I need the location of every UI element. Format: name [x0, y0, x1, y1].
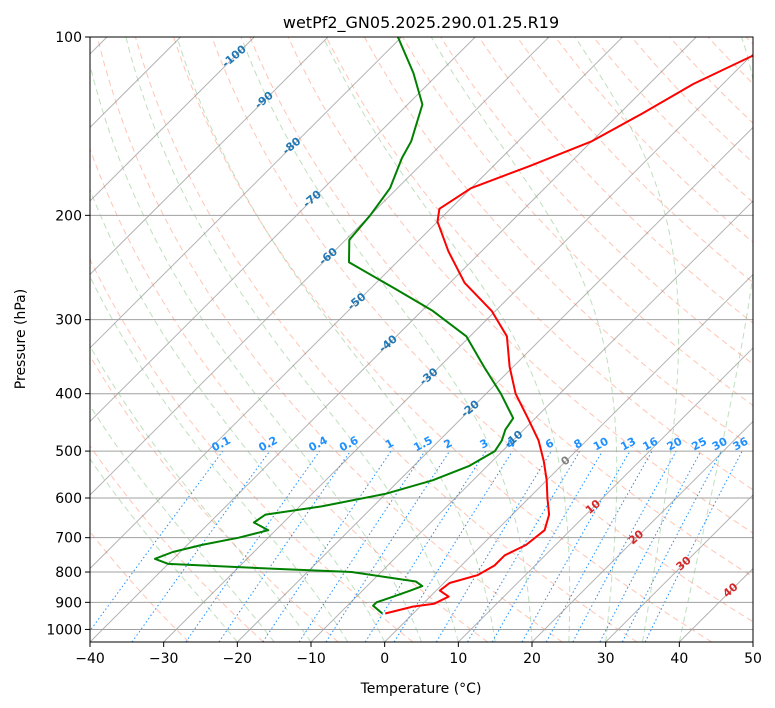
- isotherm-line: [90, 37, 329, 276]
- mixing-ratio-line: [185, 450, 321, 642]
- moist-adiabat-line: [574, 37, 680, 642]
- mixing-ratio-line: [298, 450, 426, 642]
- isotherm-line: [90, 37, 623, 570]
- mixing-ratio-line: [325, 450, 451, 642]
- dry-adiabat-line: [325, 37, 753, 491]
- moist-adiabat-line: [176, 37, 496, 642]
- mixing-ratio-label: 10: [591, 435, 611, 454]
- isotherm-line: [605, 494, 753, 642]
- mixing-ratio-label: 13: [618, 435, 638, 454]
- mixing-ratio-label: 36: [731, 435, 751, 454]
- dry-adiabat-line: [249, 37, 753, 578]
- moist-adiabat-line: [240, 37, 533, 642]
- y-tick-label: 600: [55, 491, 82, 507]
- y-tick-label: 700: [55, 531, 82, 547]
- moist-adiabat-line: [90, 188, 386, 642]
- x-tick-label: 20: [523, 651, 541, 667]
- y-tick-label: 800: [55, 565, 82, 581]
- dry-adiabat-line: [287, 37, 753, 534]
- moist-adiabat-line: [678, 37, 753, 642]
- x-tick-label: 40: [670, 651, 688, 667]
- temperature-profile-line: [384, 54, 753, 615]
- mixing-ratio-line: [262, 450, 392, 642]
- x-axis-label: Temperature (°C): [360, 681, 482, 697]
- mixing-ratio-line: [521, 450, 631, 642]
- y-axis-ticks: 100 200 300 400 500 600 700 800 900 1000: [46, 30, 90, 638]
- isobars: [90, 37, 753, 630]
- mixing-ratio-line: [393, 450, 513, 642]
- isotherm-line: [384, 273, 753, 642]
- mixing-ratio-line: [644, 450, 743, 642]
- mixing-ratio-line: [90, 450, 224, 632]
- isotherm-line: [90, 37, 550, 496]
- x-tick-label: 50: [744, 651, 762, 667]
- x-axis-ticks: −40 −30 −20 −10 0 10 20 30 40 50: [75, 642, 762, 667]
- mixing-ratio-line: [572, 450, 677, 642]
- dry-adiabats: [90, 37, 753, 642]
- x-tick-label: −10: [296, 651, 326, 667]
- dry-adiabat-line: [90, 258, 414, 642]
- isotherm-line: [531, 420, 753, 642]
- x-tick-label: −30: [149, 651, 179, 667]
- sounding-curves: [153, 37, 753, 615]
- dry-adiabat-line: [134, 37, 638, 642]
- isotherm-line: [457, 347, 753, 642]
- x-tick-label: 10: [449, 651, 467, 667]
- isotherm-line: [90, 37, 255, 202]
- mixing-ratio-line: [545, 450, 653, 642]
- moist-adiabat-line: [90, 275, 349, 642]
- y-tick-label: 200: [55, 208, 82, 224]
- moist-adiabat-line: [430, 37, 618, 642]
- y-tick-label: 100: [55, 30, 82, 46]
- x-tick-label: −40: [75, 651, 105, 667]
- dry-adiabat-line: [211, 37, 753, 623]
- isotherm-line: [90, 37, 476, 423]
- y-tick-label: 400: [55, 387, 82, 403]
- moist-adiabat-line: [90, 62, 422, 642]
- dry-adiabat-line: [90, 445, 264, 642]
- y-tick-label: 900: [55, 595, 82, 611]
- y-axis-label: Pressure (hPa): [13, 289, 29, 389]
- y-tick-label: 1000: [46, 622, 82, 638]
- mixing-ratio-line: [364, 450, 487, 642]
- x-tick-label: −20: [223, 651, 253, 667]
- moist-adiabat-line: [125, 37, 459, 642]
- isotherm-line: [90, 37, 402, 349]
- moist-adiabat-line: [90, 404, 275, 642]
- mixing-ratio-label: 20: [665, 435, 685, 454]
- isotherms: [90, 37, 753, 642]
- plot-frame: [89, 36, 754, 643]
- moist-adiabat-line: [322, 37, 571, 642]
- dry-adiabat-line: [90, 355, 339, 642]
- dry-adiabat-line: [173, 37, 712, 642]
- isotherm-line: [90, 37, 697, 642]
- x-tick-label: 0: [380, 651, 389, 667]
- isotherm-line: [163, 53, 753, 642]
- dewpoint-profile-line: [153, 37, 515, 615]
- dry-adiabat-line: [516, 37, 753, 284]
- mixing-ratio-label: 16: [641, 435, 661, 454]
- dry-adiabat-line: [96, 37, 563, 642]
- plot-area: [90, 37, 753, 642]
- isotherm-line: [236, 126, 753, 642]
- y-tick-label: 500: [55, 444, 82, 460]
- mixing-ratio-line: [218, 450, 351, 642]
- y-tick-label: 300: [55, 313, 82, 329]
- moist-adiabat-line: [90, 458, 238, 642]
- isotherm-line: [310, 200, 753, 642]
- mixing-ratio-label: 25: [689, 435, 709, 454]
- x-tick-label: 30: [597, 651, 615, 667]
- chart-title: wetPf2_GN05.2025.290.01.25.R19: [283, 13, 559, 33]
- mixing-ratio-label: 30: [710, 435, 730, 454]
